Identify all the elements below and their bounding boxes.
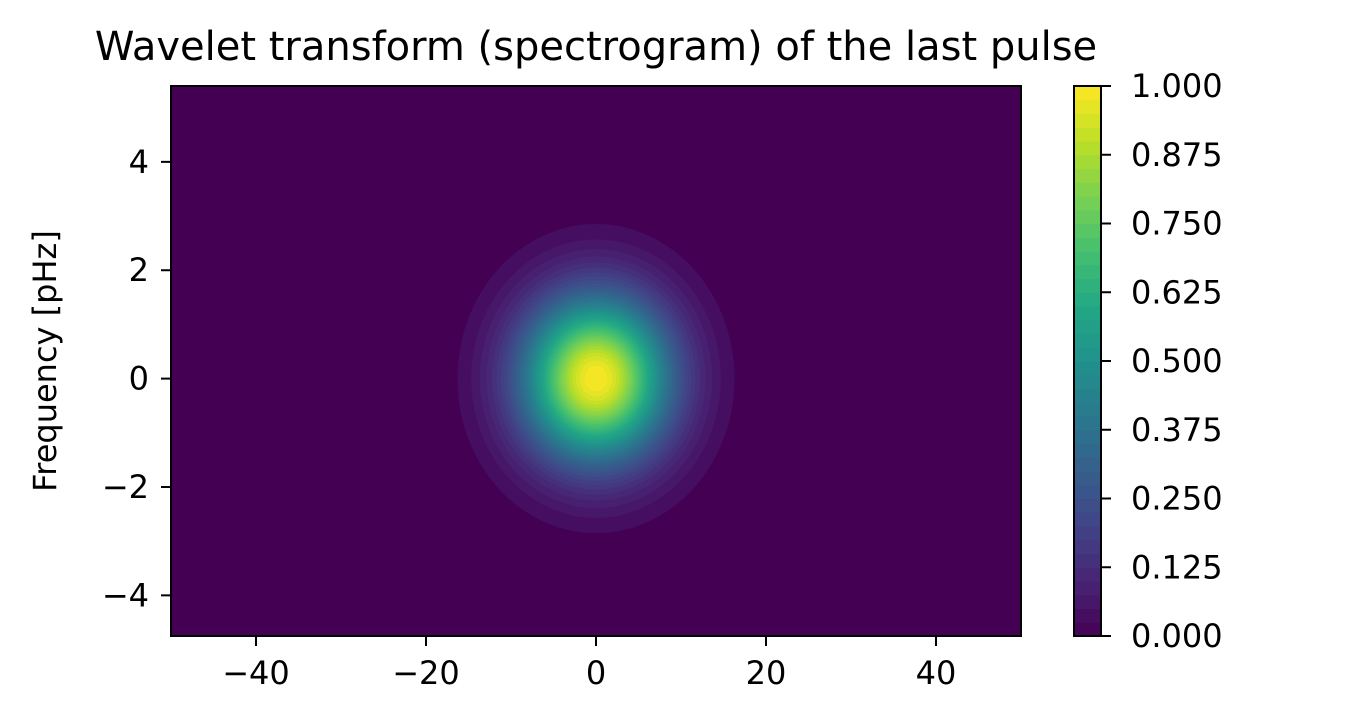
colorbar-tick-label: 0.875 bbox=[1131, 136, 1223, 174]
colorbar-band bbox=[1074, 264, 1101, 280]
y-axis: −4 −2 0 2 4 bbox=[102, 143, 171, 614]
colorbar-band bbox=[1074, 127, 1101, 142]
y-tick-label: −2 bbox=[102, 468, 149, 506]
colorbar-band bbox=[1074, 196, 1101, 211]
colorbar-tick-label: 0.125 bbox=[1131, 548, 1223, 586]
colorbar-band bbox=[1074, 292, 1101, 307]
colorbar-band bbox=[1074, 182, 1101, 197]
contour-layer bbox=[457, 224, 735, 534]
colorbar-band bbox=[1074, 141, 1101, 156]
colorbar-band bbox=[1074, 374, 1101, 390]
x-tick-label: 0 bbox=[586, 654, 606, 692]
y-axis-label: Frequency [pHz] bbox=[26, 230, 64, 492]
plot-area bbox=[170, 85, 1022, 637]
colorbar-band bbox=[1074, 278, 1101, 293]
colorbar-band bbox=[1074, 168, 1101, 183]
colorbar-bands bbox=[1074, 86, 1101, 637]
colorbar-band bbox=[1074, 622, 1101, 637]
colorbar-tick-label: 0.375 bbox=[1131, 411, 1223, 449]
colorbar-band bbox=[1074, 402, 1101, 417]
colorbar-band bbox=[1074, 361, 1101, 376]
x-tick-label: −20 bbox=[392, 654, 460, 692]
colorbar-band bbox=[1074, 416, 1101, 431]
colorbar-band bbox=[1074, 567, 1101, 582]
colorbar-tick-label: 0.000 bbox=[1131, 617, 1223, 655]
colorbar-band bbox=[1074, 113, 1101, 128]
colorbar-band bbox=[1074, 209, 1101, 225]
x-tick-label: 20 bbox=[746, 654, 787, 692]
colorbar-band bbox=[1074, 608, 1101, 623]
colorbar-band bbox=[1074, 526, 1101, 541]
y-tick-label: 4 bbox=[129, 143, 149, 181]
colorbar-band bbox=[1074, 594, 1101, 610]
y-tick-label: 0 bbox=[129, 360, 149, 398]
colorbar-band bbox=[1074, 581, 1101, 596]
colorbar-tick-label: 1.000 bbox=[1131, 67, 1223, 105]
colorbar-band bbox=[1074, 553, 1101, 568]
x-axis: −40 −20 0 20 40 bbox=[222, 636, 956, 692]
colorbar-band bbox=[1074, 86, 1101, 101]
contour-level-39 bbox=[584, 365, 608, 392]
colorbar-band bbox=[1074, 484, 1101, 500]
y-tick-label: 2 bbox=[129, 251, 149, 289]
colorbar-tick-label: 0.750 bbox=[1131, 205, 1223, 243]
colorbar-band bbox=[1074, 319, 1101, 335]
colorbar-ticks: 0.000 0.125 0.250 0.375 0.500 0.625 0.750 0.875… bbox=[1101, 67, 1223, 655]
colorbar-tick-label: 0.625 bbox=[1131, 273, 1223, 311]
colorbar-band bbox=[1074, 223, 1101, 238]
colorbar-tick-label: 0.500 bbox=[1131, 342, 1223, 380]
colorbar-tick-label: 0.250 bbox=[1131, 480, 1223, 518]
colorbar-band bbox=[1074, 429, 1101, 445]
colorbar-band bbox=[1074, 347, 1101, 362]
colorbar-band bbox=[1074, 443, 1101, 458]
x-tick-label: 40 bbox=[916, 654, 957, 692]
colorbar-band bbox=[1074, 251, 1101, 266]
y-tick-label: −4 bbox=[102, 576, 149, 614]
chart-title: Wavelet transform (spectrogram) of the l… bbox=[95, 24, 1097, 70]
colorbar-band bbox=[1074, 237, 1101, 252]
colorbar-band bbox=[1074, 306, 1101, 321]
x-tick-label: −40 bbox=[222, 654, 290, 692]
colorbar-band bbox=[1074, 471, 1101, 486]
colorbar-band bbox=[1074, 457, 1101, 472]
colorbar-band bbox=[1074, 333, 1101, 348]
colorbar-band bbox=[1074, 498, 1101, 513]
colorbar: 0.000 0.125 0.250 0.375 0.500 0.625 0.750 0.875… bbox=[1073, 67, 1223, 655]
colorbar-band bbox=[1074, 388, 1101, 403]
colorbar-band bbox=[1074, 99, 1101, 115]
colorbar-band bbox=[1074, 539, 1101, 555]
colorbar-band bbox=[1074, 154, 1101, 170]
colorbar-band bbox=[1074, 512, 1101, 527]
